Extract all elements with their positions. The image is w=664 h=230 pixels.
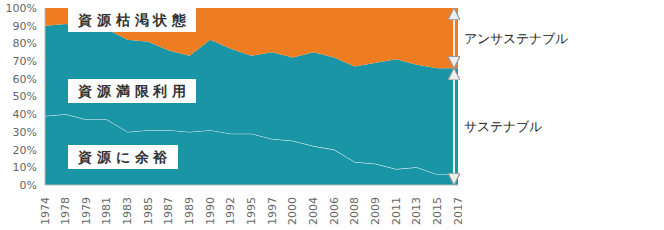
svg-text:1981: 1981: [100, 197, 113, 225]
html-text:資 源 枯 渇 状 態: 資 源 枯 渇 状 態: [78, 12, 187, 28]
svg-text:1974: 1974: [39, 197, 52, 225]
svg-text:2008: 2008: [348, 197, 361, 225]
svg-text:サステナブル: サステナブル: [464, 119, 542, 134]
svg-text:アンサステナブル: アンサステナブル: [464, 31, 568, 46]
html-text:資 源 に 余 裕: 資 源 に 余 裕: [78, 149, 168, 165]
svg-text:1990: 1990: [204, 197, 217, 225]
svg-text:2017: 2017: [452, 197, 463, 225]
svg-text:1989: 1989: [183, 197, 196, 225]
svg-text:1985: 1985: [142, 197, 155, 225]
svg-text:0%: 0%: [20, 179, 37, 192]
svg-text:1979: 1979: [80, 197, 93, 225]
svg-text:2009: 2009: [369, 197, 382, 225]
svg-text:10%: 10%: [13, 161, 37, 174]
svg-text:1978: 1978: [59, 197, 72, 225]
svg-text:2000: 2000: [286, 197, 299, 225]
svg-text:20%: 20%: [13, 144, 37, 157]
svg-text:2004: 2004: [307, 197, 320, 225]
svg-text:40%: 40%: [13, 108, 37, 121]
svg-text:2006: 2006: [328, 197, 341, 225]
svg-text:2011: 2011: [390, 197, 403, 225]
svg-text:2015: 2015: [431, 197, 444, 225]
svg-text:1995: 1995: [245, 197, 258, 225]
svg-text:1992: 1992: [224, 197, 237, 225]
svg-text:50%: 50%: [13, 90, 37, 103]
svg-text:1997: 1997: [266, 197, 279, 225]
svg-text:90%: 90%: [13, 20, 37, 33]
svg-text:80%: 80%: [13, 37, 37, 50]
svg-text:1987: 1987: [162, 197, 175, 225]
svg-text:1983: 1983: [121, 197, 134, 225]
svg-text:70%: 70%: [13, 55, 37, 68]
html-text:資 源 満 限 利 用: 資 源 満 限 利 用: [78, 83, 187, 99]
svg-text:2013: 2013: [410, 197, 423, 225]
svg-text:60%: 60%: [13, 73, 37, 86]
svg-text:100%: 100%: [8, 2, 37, 15]
svg-text:30%: 30%: [13, 126, 37, 139]
